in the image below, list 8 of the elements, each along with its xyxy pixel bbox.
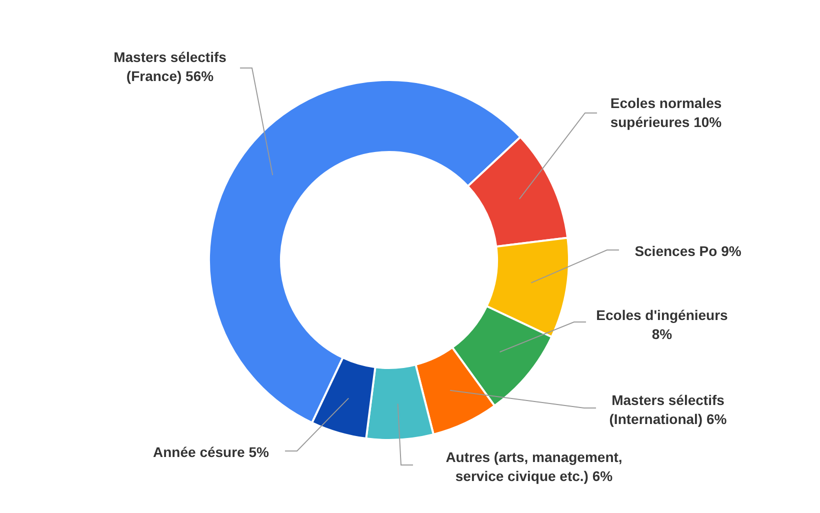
slice-label: Masters sélectifs (France) 56% bbox=[114, 49, 227, 84]
data-label: 8% bbox=[652, 326, 673, 342]
slice-label: Masters sélectifs (International) 6% bbox=[609, 392, 728, 427]
slice-label: Année césure 5% bbox=[153, 444, 270, 460]
slice-label: Autres (arts, management, service civique etc.) 6% bbox=[446, 449, 622, 484]
slice-label: Ecoles normales supérieures 10% bbox=[610, 95, 722, 130]
slice-label: Sciences Po 9% bbox=[634, 243, 742, 259]
slice-label: Ecoles d'ingénieurs bbox=[596, 307, 728, 323]
